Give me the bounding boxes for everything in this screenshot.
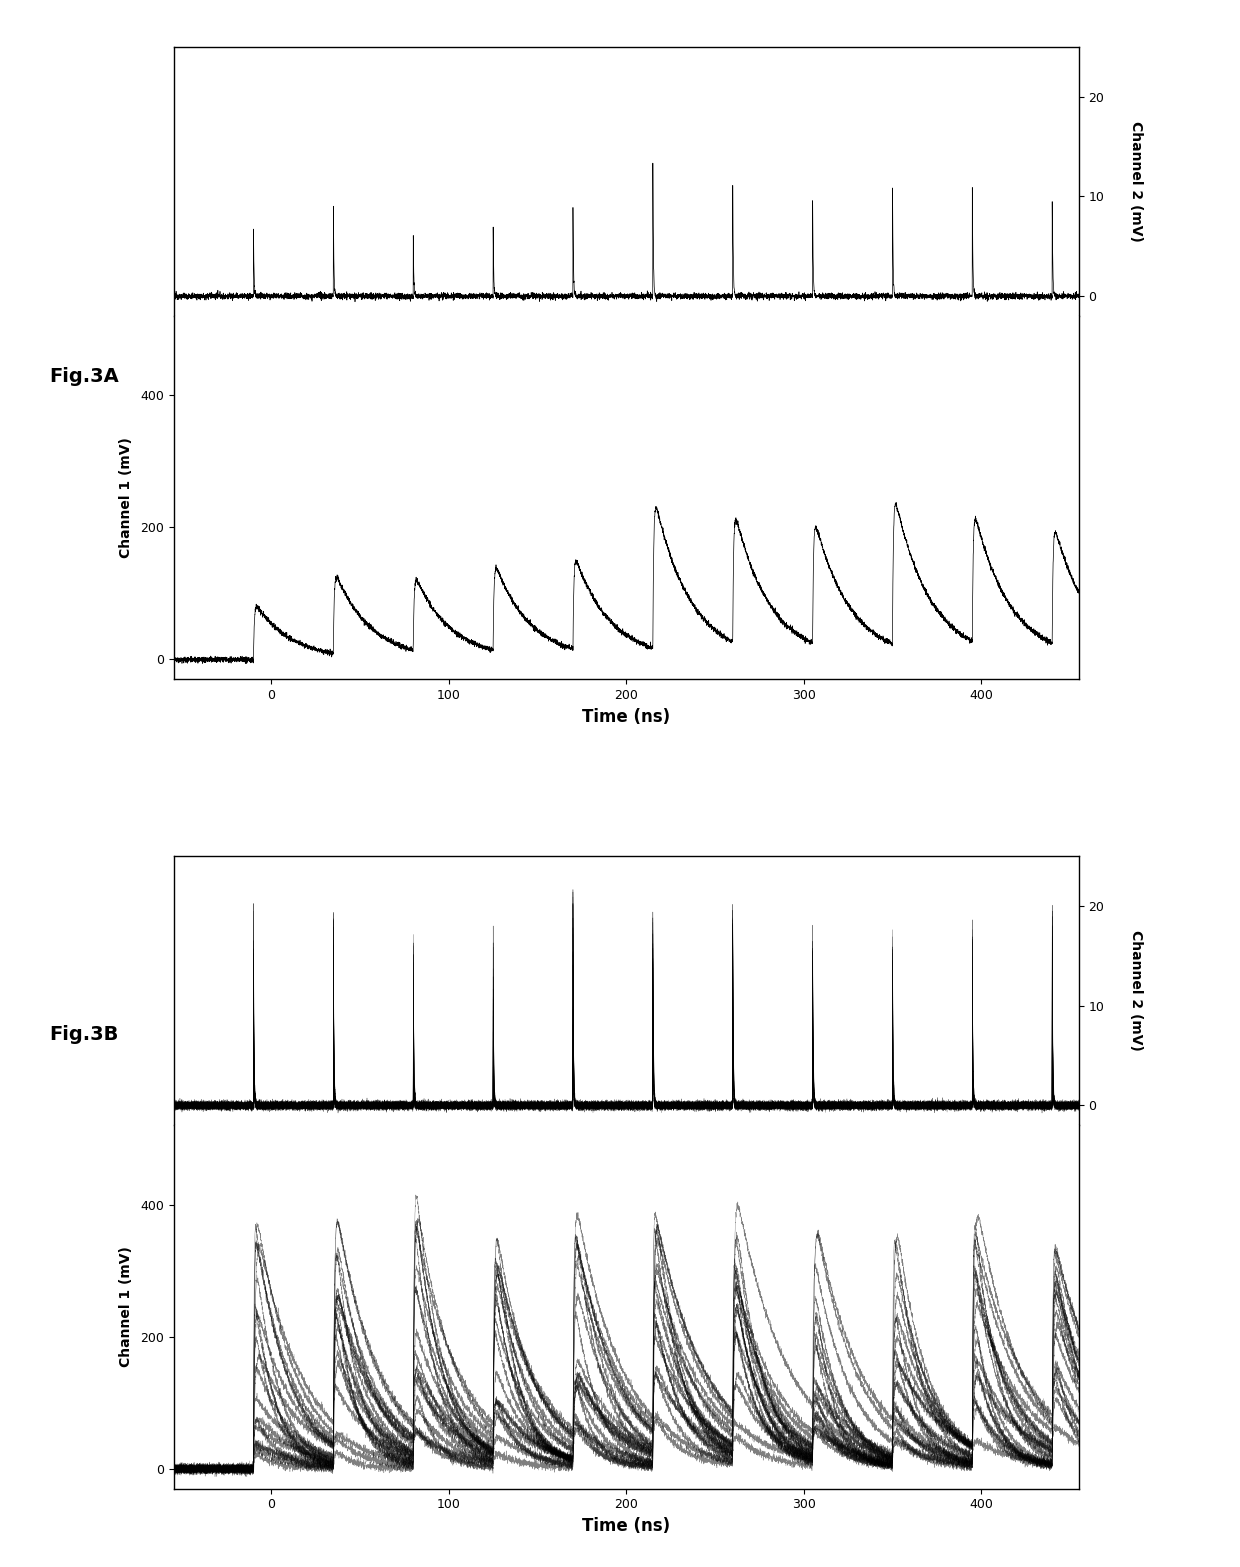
Text: Fig.3B: Fig.3B [50,1025,119,1044]
Y-axis label: Channel 2 (mV): Channel 2 (mV) [1130,121,1143,241]
X-axis label: Time (ns): Time (ns) [582,708,671,726]
Y-axis label: Channel 1 (mV): Channel 1 (mV) [119,1247,133,1368]
Y-axis label: Channel 2 (mV): Channel 2 (mV) [1130,931,1143,1051]
X-axis label: Time (ns): Time (ns) [582,1517,671,1536]
Text: Fig.3A: Fig.3A [50,367,119,385]
Y-axis label: Channel 1 (mV): Channel 1 (mV) [119,437,133,558]
